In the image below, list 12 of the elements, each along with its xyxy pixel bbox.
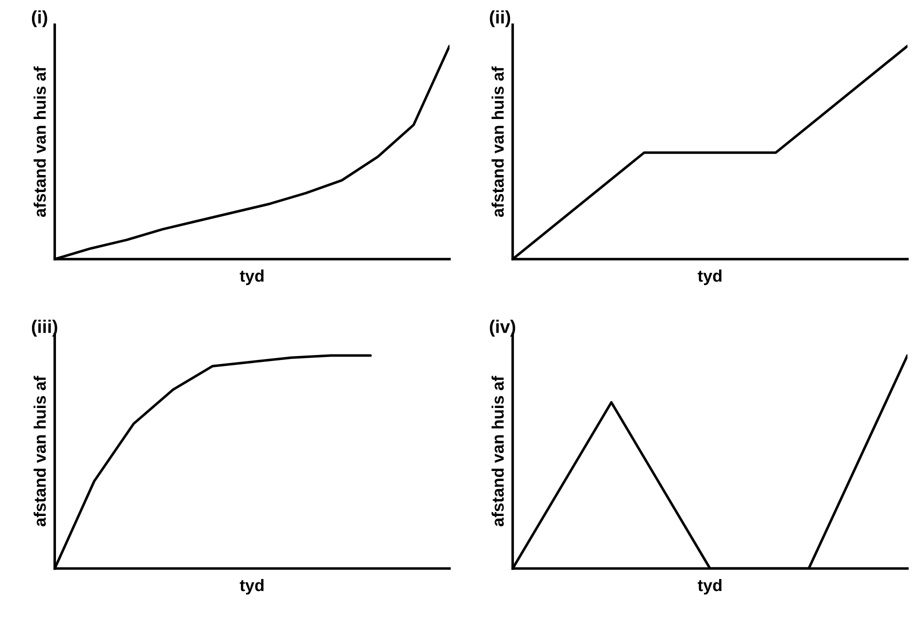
y-axis-title: afstand van huis af	[492, 376, 504, 526]
y-axis-title: afstand van huis af	[492, 66, 504, 217]
x-axis-title: tyd	[698, 270, 722, 286]
chart-title: (i)	[32, 10, 48, 28]
chart-title: (iii)	[32, 320, 58, 337]
x-axis-title: tyd	[698, 578, 722, 595]
x-axis-title: tyd	[240, 578, 264, 595]
chart-title: (iv)	[490, 320, 516, 337]
x-axis-title: tyd	[240, 270, 264, 286]
chart-title: (ii)	[490, 10, 510, 28]
y-axis-title: afstand van huis af	[34, 66, 46, 217]
y-axis-title: afstand van huis af	[34, 376, 46, 526]
